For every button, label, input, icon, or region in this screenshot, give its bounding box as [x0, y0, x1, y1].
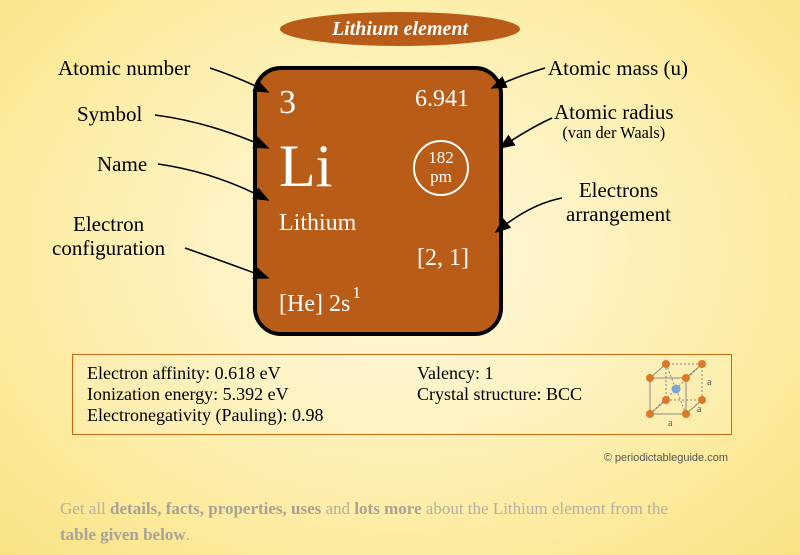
label-atomic-number: Atomic number	[58, 56, 190, 80]
prop-value: 5.392 eV	[223, 384, 289, 404]
prop-value: BCC	[546, 384, 582, 404]
footer-line2b: table given below	[60, 525, 186, 544]
radius-value: 182	[428, 149, 454, 168]
label-econfig: Electron configuration	[52, 212, 165, 260]
footer-pre: Get all	[60, 499, 110, 518]
atomic-mass: 6.941	[415, 86, 469, 113]
symbol: Li	[279, 132, 332, 201]
crystal-structure-icon: a a a	[638, 352, 722, 432]
label-atomic-radius: Atomic radius (van der Waals)	[554, 100, 674, 143]
crystal-a-label: a	[707, 377, 712, 388]
prop-label: Valency:	[417, 363, 480, 383]
element-name: Lithium	[279, 210, 356, 237]
label-name: Name	[97, 152, 147, 176]
label-radius-main: Atomic radius	[554, 100, 674, 124]
title-pill: Lithium element	[280, 12, 520, 46]
econfig-sup: 1	[352, 283, 360, 302]
element-tile: 3 Li Lithium 6.941 182 pm [2, 1] [He] 2s…	[253, 66, 503, 336]
crystal-a-label: a	[668, 418, 673, 429]
electron-config: [He] 2s1	[279, 287, 359, 318]
footer-b1: details, facts, properties, uses	[110, 499, 321, 518]
properties-box: Electron affinity: 0.618 eV Valency: 1 I…	[72, 354, 732, 435]
atomic-number: 3	[279, 84, 296, 122]
econfig-pre: [He] 2s	[279, 291, 350, 317]
footer-mid: and	[321, 499, 354, 518]
footer-line2post: .	[186, 525, 190, 544]
label-atomic-mass: Atomic mass (u)	[548, 56, 688, 80]
credit: © periodictableguide.com	[604, 452, 728, 464]
props-row: Electronegativity (Pauling): 0.98	[87, 405, 717, 426]
prop-label: Electron affinity:	[87, 363, 210, 383]
electron-arrangement: [2, 1]	[417, 245, 469, 272]
prop-value: 0.618 eV	[215, 363, 281, 383]
crystal-a-label: a	[697, 404, 702, 415]
label-symbol: Symbol	[77, 102, 142, 126]
radius-unit: pm	[430, 168, 452, 187]
prop-label: Crystal structure:	[417, 384, 541, 404]
footer-text: Get all details, facts, properties, uses…	[60, 496, 740, 547]
props-row: Electron affinity: 0.618 eV Valency: 1	[87, 363, 717, 384]
footer-b2: lots more	[354, 499, 421, 518]
props-row: Ionization energy: 5.392 eV Crystal stru…	[87, 384, 717, 405]
title-text: Lithium element	[332, 18, 468, 41]
footer-post: about the Lithium element from the	[422, 499, 668, 518]
label-radius-sub: (van der Waals)	[554, 124, 674, 143]
prop-value: 1	[484, 363, 493, 383]
prop-label: Electronegativity (Pauling):	[87, 405, 287, 425]
prop-value: 0.98	[292, 405, 324, 425]
atomic-radius-circle: 182 pm	[413, 140, 469, 196]
label-arrangement: Electrons arrangement	[566, 178, 671, 226]
prop-label: Ionization energy:	[87, 384, 218, 404]
